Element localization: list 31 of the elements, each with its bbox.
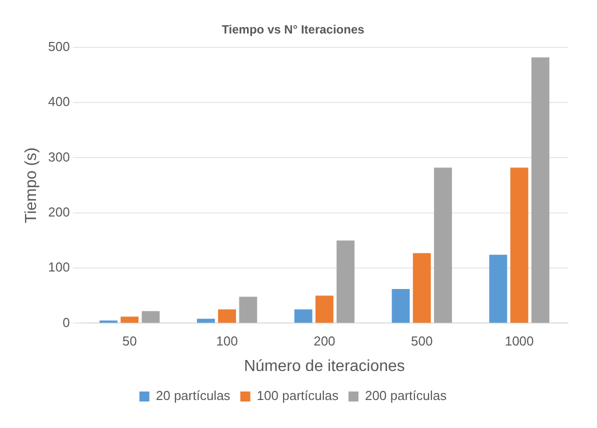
bar (120, 316, 139, 323)
x-tick-label: 50 (122, 334, 137, 349)
bar (531, 57, 550, 323)
bar (489, 254, 508, 323)
bar (142, 311, 160, 323)
bar (196, 318, 215, 323)
bar (294, 309, 312, 323)
y-axis-title: Tiempo (s) (23, 147, 40, 224)
y-tick-label: 300 (48, 149, 70, 164)
bar (336, 240, 355, 323)
bar (434, 168, 452, 323)
legend-label: 100 partículas (256, 388, 339, 404)
chart-title: Tiempo vs N° Iteraciones (222, 22, 365, 37)
y-tick-label: 500 (48, 38, 70, 54)
legend-label: 200 partículas (364, 388, 448, 404)
bar (412, 253, 431, 323)
y-tick-label: 0 (62, 314, 70, 330)
y-tick-label: 200 (48, 204, 70, 220)
y-tick-label: 100 (48, 260, 70, 275)
bar (392, 289, 410, 323)
x-tick-label: 1000 (504, 334, 534, 349)
bar (218, 309, 236, 323)
x-axis-title: Número de iteraciones (244, 358, 405, 375)
bar (315, 296, 334, 323)
bar (239, 296, 258, 323)
x-tick-label: 200 (314, 334, 336, 349)
x-tick-label: 500 (411, 334, 433, 349)
x-tick-label: 100 (216, 334, 238, 349)
legend-label: 20 partículas (156, 388, 231, 404)
y-tick-label: 400 (48, 94, 70, 110)
bar (510, 168, 528, 323)
